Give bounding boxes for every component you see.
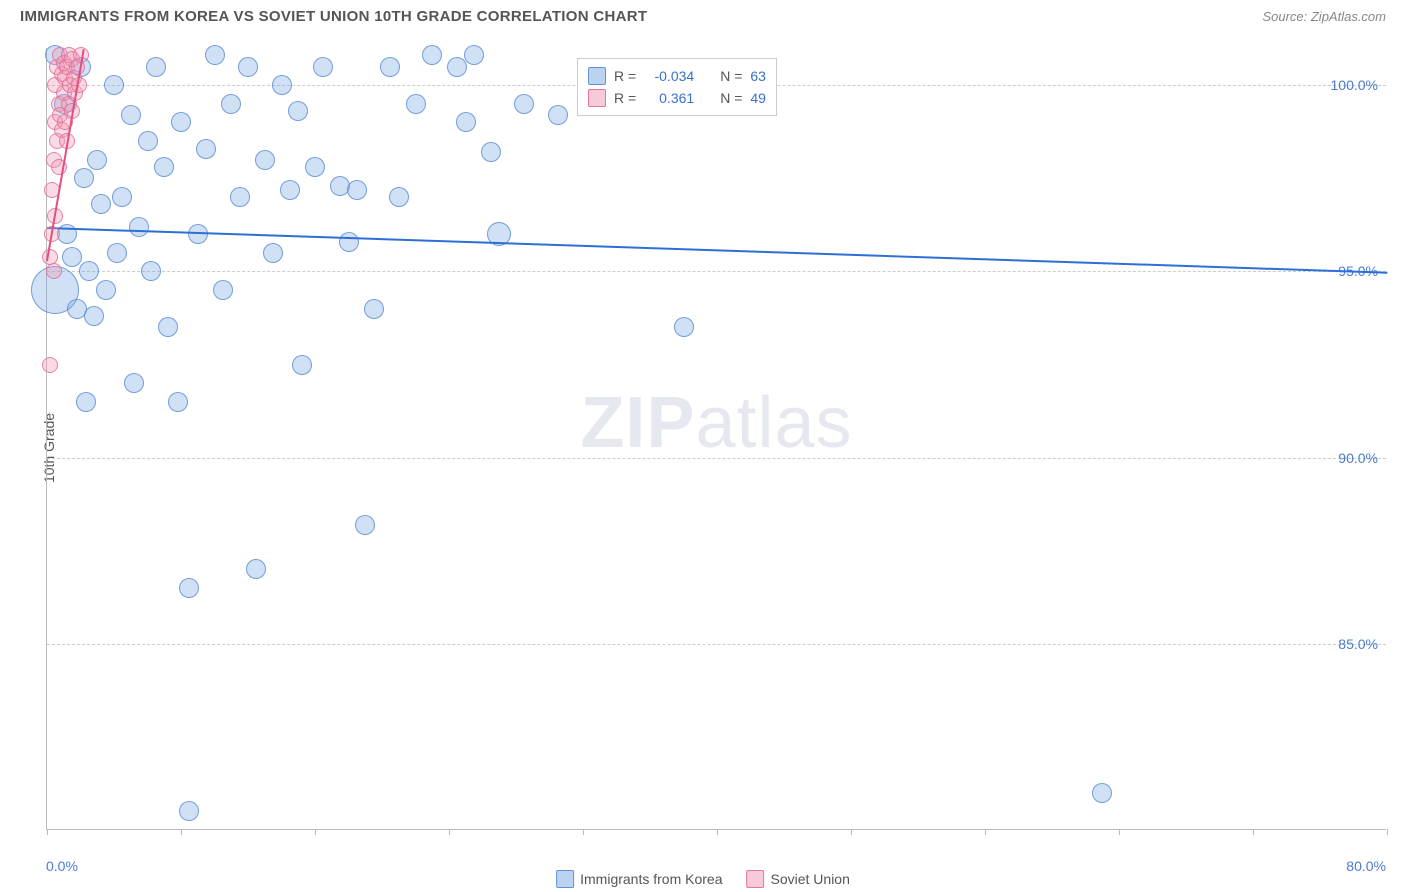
data-point [124, 373, 144, 393]
legend-swatch-blue [556, 870, 574, 888]
gridline [47, 458, 1386, 459]
data-point [1092, 783, 1112, 803]
bottom-legend: Immigrants from Korea Soviet Union [556, 870, 850, 888]
chart-title: IMMIGRANTS FROM KOREA VS SOVIET UNION 10… [20, 8, 647, 25]
data-point [74, 168, 94, 188]
data-point [91, 194, 111, 214]
stats-swatch [588, 67, 606, 85]
data-point [96, 280, 116, 300]
data-point [514, 94, 534, 114]
x-tick [985, 829, 986, 835]
data-point [305, 157, 325, 177]
x-tick [1119, 829, 1120, 835]
data-point [406, 94, 426, 114]
data-point [355, 515, 375, 535]
data-point [380, 57, 400, 77]
stats-swatch [588, 89, 606, 107]
data-point [364, 299, 384, 319]
data-point [221, 94, 241, 114]
data-point [230, 187, 250, 207]
data-point [548, 105, 568, 125]
legend-swatch-pink [746, 870, 764, 888]
data-point [107, 243, 127, 263]
data-point [76, 392, 96, 412]
data-point [422, 45, 442, 65]
data-point [339, 232, 359, 252]
y-tick-label: 100.0% [1331, 77, 1378, 93]
data-point [263, 243, 283, 263]
x-tick [315, 829, 316, 835]
stats-legend-row: R =-0.034N =63 [588, 65, 766, 87]
data-point [179, 801, 199, 821]
data-point [42, 357, 58, 373]
data-point [87, 150, 107, 170]
data-point [456, 112, 476, 132]
scatter-chart: ZIPatlas 85.0%90.0%95.0%100.0%R =-0.034N… [46, 48, 1386, 830]
gridline [47, 271, 1386, 272]
watermark: ZIPatlas [580, 382, 852, 464]
data-point [481, 142, 501, 162]
x-axis-max-label: 80.0% [1346, 858, 1386, 874]
data-point [238, 57, 258, 77]
data-point [280, 180, 300, 200]
data-point [121, 105, 141, 125]
stats-legend: R =-0.034N =63R =0.361N =49 [577, 58, 777, 116]
data-point [389, 187, 409, 207]
data-point [292, 355, 312, 375]
stats-legend-row: R =0.361N =49 [588, 87, 766, 109]
legend-item-korea: Immigrants from Korea [556, 870, 722, 888]
data-point [255, 150, 275, 170]
data-point [205, 45, 225, 65]
data-point [196, 139, 216, 159]
data-point [62, 247, 82, 267]
gridline [47, 644, 1386, 645]
x-tick [181, 829, 182, 835]
data-point [168, 392, 188, 412]
data-point [104, 75, 124, 95]
data-point [138, 131, 158, 151]
legend-item-soviet: Soviet Union [746, 870, 849, 888]
data-point [146, 57, 166, 77]
x-tick [1387, 829, 1388, 835]
data-point [84, 306, 104, 326]
data-point [179, 578, 199, 598]
source-attribution: Source: ZipAtlas.com [1262, 9, 1386, 24]
chart-header: IMMIGRANTS FROM KOREA VS SOVIET UNION 10… [0, 0, 1406, 29]
x-tick [851, 829, 852, 835]
data-point [674, 317, 694, 337]
data-point [42, 249, 58, 265]
data-point [347, 180, 367, 200]
x-tick [717, 829, 718, 835]
data-point [464, 45, 484, 65]
x-tick [583, 829, 584, 835]
x-axis-min-label: 0.0% [46, 858, 78, 874]
trend-line [47, 227, 1387, 274]
data-point [171, 112, 191, 132]
data-point [288, 101, 308, 121]
legend-label-korea: Immigrants from Korea [580, 871, 722, 887]
data-point [246, 559, 266, 579]
data-point [141, 261, 161, 281]
x-tick [449, 829, 450, 835]
data-point [213, 280, 233, 300]
data-point [129, 217, 149, 237]
data-point [154, 157, 174, 177]
x-tick [47, 829, 48, 835]
y-tick-label: 90.0% [1338, 450, 1378, 466]
data-point [313, 57, 333, 77]
data-point [112, 187, 132, 207]
data-point [272, 75, 292, 95]
y-tick-label: 85.0% [1338, 636, 1378, 652]
legend-label-soviet: Soviet Union [770, 871, 849, 887]
data-point [158, 317, 178, 337]
x-tick [1253, 829, 1254, 835]
data-point [79, 261, 99, 281]
data-point [46, 263, 62, 279]
